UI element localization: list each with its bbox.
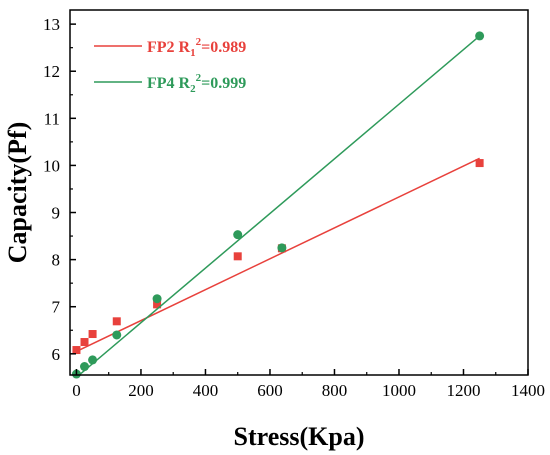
data-point xyxy=(277,243,287,253)
data-point xyxy=(153,300,162,309)
legend-item-0: FP2 R12=0.989 xyxy=(94,36,246,59)
data-point xyxy=(80,362,90,372)
y-tick-label: 9 xyxy=(52,204,61,223)
fit-line xyxy=(75,35,481,378)
x-tick-label: 1200 xyxy=(446,381,480,400)
x-tick-label: 1400 xyxy=(511,381,545,400)
data-point xyxy=(475,31,485,41)
x-axis-ticks: 0 200 400 600 800 1000 1200 1400 xyxy=(72,369,545,400)
x-tick-label: 800 xyxy=(322,381,348,400)
y-tick-label: 6 xyxy=(52,345,61,364)
y-tick-label: 10 xyxy=(43,156,60,175)
data-point xyxy=(475,159,484,168)
x-tick-label: 400 xyxy=(193,381,219,400)
data-point xyxy=(233,252,242,261)
x-tick-label: 0 xyxy=(72,381,81,400)
data-point xyxy=(112,330,122,340)
data-point xyxy=(72,346,81,355)
fit-line xyxy=(76,157,480,353)
x-tick-label: 1000 xyxy=(382,381,416,400)
y-tick-label: 7 xyxy=(52,298,61,317)
y-axis-title: Capacity(Pf) xyxy=(3,122,32,264)
legend-item-1: FP4 R22=0.999 xyxy=(94,72,246,95)
data-point xyxy=(80,338,89,347)
series-1 xyxy=(71,31,485,379)
data-point xyxy=(152,294,162,304)
data-point xyxy=(112,317,121,326)
plot-frame xyxy=(69,9,529,376)
data-point xyxy=(88,330,97,339)
data-point xyxy=(233,230,243,240)
legend-label: FP4 R22=0.999 xyxy=(147,72,246,95)
data-point xyxy=(88,355,98,365)
y-tick-label: 8 xyxy=(52,251,61,270)
series-0 xyxy=(72,157,484,355)
y-axis-ticks: 6 7 8 9 10 11 12 13 xyxy=(43,15,76,364)
y-tick-label: 12 xyxy=(43,62,60,81)
x-axis-title: Stress(Kpa) xyxy=(234,422,365,451)
x-tick-label: 600 xyxy=(257,381,283,400)
y-tick-label: 13 xyxy=(43,15,60,34)
y-tick-label: 11 xyxy=(44,109,60,128)
plot-marks xyxy=(71,31,485,379)
legend-label: FP2 R12=0.989 xyxy=(147,36,246,59)
x-tick-label: 200 xyxy=(128,381,154,400)
legend: FP2 R12=0.989 FP4 R22=0.999 xyxy=(94,36,246,95)
